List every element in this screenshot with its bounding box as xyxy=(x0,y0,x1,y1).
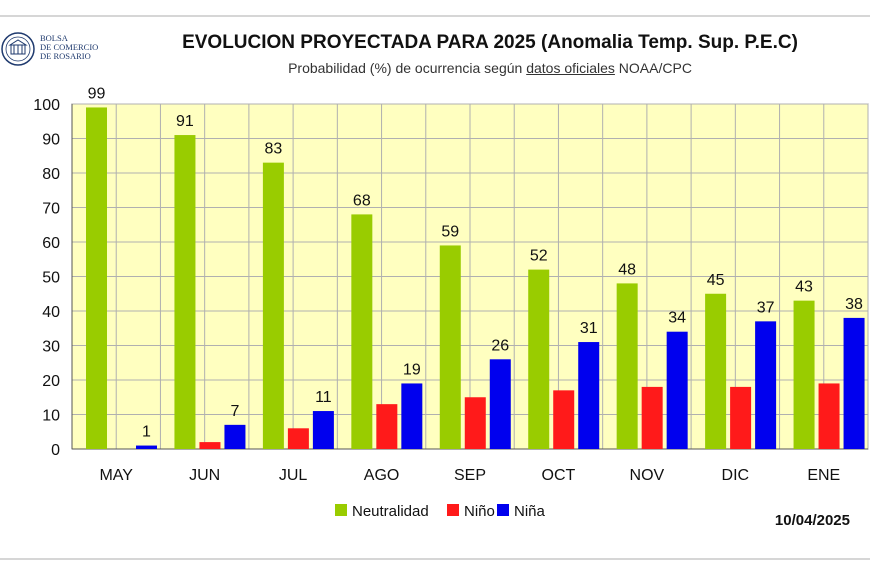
bar-neutralidad xyxy=(793,300,815,449)
data-label: 99 xyxy=(88,85,106,102)
data-label: 31 xyxy=(580,320,598,337)
bar-niña xyxy=(578,342,600,449)
bar-niño xyxy=(553,390,575,449)
x-tick-label: ENE xyxy=(807,467,840,484)
logo-line-1: BOLSA xyxy=(40,33,68,43)
data-label: 38 xyxy=(845,296,863,313)
bar-neutralidad xyxy=(439,245,461,449)
bar-niño xyxy=(730,386,752,449)
data-label: 26 xyxy=(491,337,509,354)
logo-line-2: DE COMERCIO xyxy=(40,42,99,52)
y-tick-label: 80 xyxy=(42,166,60,183)
bar-neutralidad xyxy=(174,135,196,450)
frame-top-border xyxy=(0,15,870,17)
data-label: 43 xyxy=(795,279,813,296)
data-label: 68 xyxy=(353,192,371,209)
data-label: 11 xyxy=(315,389,332,406)
data-label: 52 xyxy=(530,248,548,265)
legend-swatch-niño xyxy=(447,504,459,516)
y-tick-label: 50 xyxy=(42,270,60,287)
bar-niña xyxy=(666,331,688,449)
data-label: 91 xyxy=(176,113,194,130)
subtitle-prefix: Probabilidad (%) de ocurrencia según xyxy=(288,60,527,76)
bar-neutralidad xyxy=(528,269,550,449)
y-tick-label: 70 xyxy=(42,201,60,218)
x-tick-label: MAY xyxy=(99,467,133,484)
bar-niña xyxy=(755,321,777,449)
data-label: 83 xyxy=(264,141,282,158)
logo-text: BOLSA DE COMERCIO DE ROSARIO xyxy=(40,34,120,61)
bar-niña xyxy=(489,359,511,449)
y-tick-label: 10 xyxy=(42,408,60,425)
bar-niño xyxy=(287,428,309,449)
y-tick-label: 100 xyxy=(33,97,60,114)
bar-chart: 0 10 20 30 40 50 60 70 80 90 100 99 91 83 68 59 52 48 45 43… xyxy=(33,85,869,520)
legend-label: Neutralidad xyxy=(352,503,429,520)
x-tick-label: AGO xyxy=(364,467,400,484)
data-label: 37 xyxy=(757,299,775,316)
data-label: 34 xyxy=(668,310,686,327)
frame-bottom-border xyxy=(0,558,870,560)
bar-niño xyxy=(376,404,398,449)
y-tick-label: 0 xyxy=(51,442,60,459)
bar-niño xyxy=(464,397,486,449)
data-label: 45 xyxy=(707,272,725,289)
legend-swatch-neutralidad xyxy=(335,504,347,516)
bar-neutralidad xyxy=(705,293,727,449)
subtitle-source-link: datos oficiales xyxy=(526,60,615,76)
bolsa-comercio-rosario-seal-icon xyxy=(1,32,35,66)
bar-niño xyxy=(641,386,663,449)
x-tick-label: JUN xyxy=(189,467,220,484)
bar-niña xyxy=(843,317,865,449)
bar-neutralidad xyxy=(351,214,373,449)
chart-subtitle: Probabilidad (%) de ocurrencia según dat… xyxy=(130,60,850,76)
y-tick-label: 40 xyxy=(42,304,60,321)
x-tick-label: NOV xyxy=(630,467,665,484)
x-tick-label: DIC xyxy=(722,467,750,484)
bar-niño xyxy=(818,383,840,449)
bar-neutralidad xyxy=(616,283,638,449)
data-label: 1 xyxy=(142,424,151,441)
x-tick-label: SEP xyxy=(454,467,486,484)
y-tick-label: 30 xyxy=(42,339,60,356)
bar-niña xyxy=(224,424,246,449)
legend-label: Niña xyxy=(514,503,546,520)
chart-date: 10/04/2025 xyxy=(774,512,850,529)
y-tick-label: 90 xyxy=(42,132,60,149)
x-tick-label: OCT xyxy=(542,467,576,484)
data-label: 19 xyxy=(403,361,421,378)
bar-niña xyxy=(401,383,423,449)
x-tick-label: JUL xyxy=(279,467,308,484)
y-tick-label: 20 xyxy=(42,373,60,390)
bar-niña xyxy=(136,445,157,449)
legend-swatch-niña xyxy=(497,504,509,516)
data-label: 59 xyxy=(441,223,459,240)
y-tick-label: 60 xyxy=(42,235,60,252)
legend-label: Niño xyxy=(464,503,495,520)
subtitle-suffix: NOAA/CPC xyxy=(614,60,692,76)
bar-niña xyxy=(312,411,334,449)
logo-line-3: DE ROSARIO xyxy=(40,51,91,61)
data-label: 7 xyxy=(230,403,239,420)
bar-niño xyxy=(199,442,221,449)
data-label: 48 xyxy=(618,261,636,278)
chart-title: EVOLUCION PROYECTADA PARA 2025 (Anomalia… xyxy=(182,32,798,53)
bar-neutralidad xyxy=(262,162,284,449)
bar-neutralidad xyxy=(86,107,107,449)
